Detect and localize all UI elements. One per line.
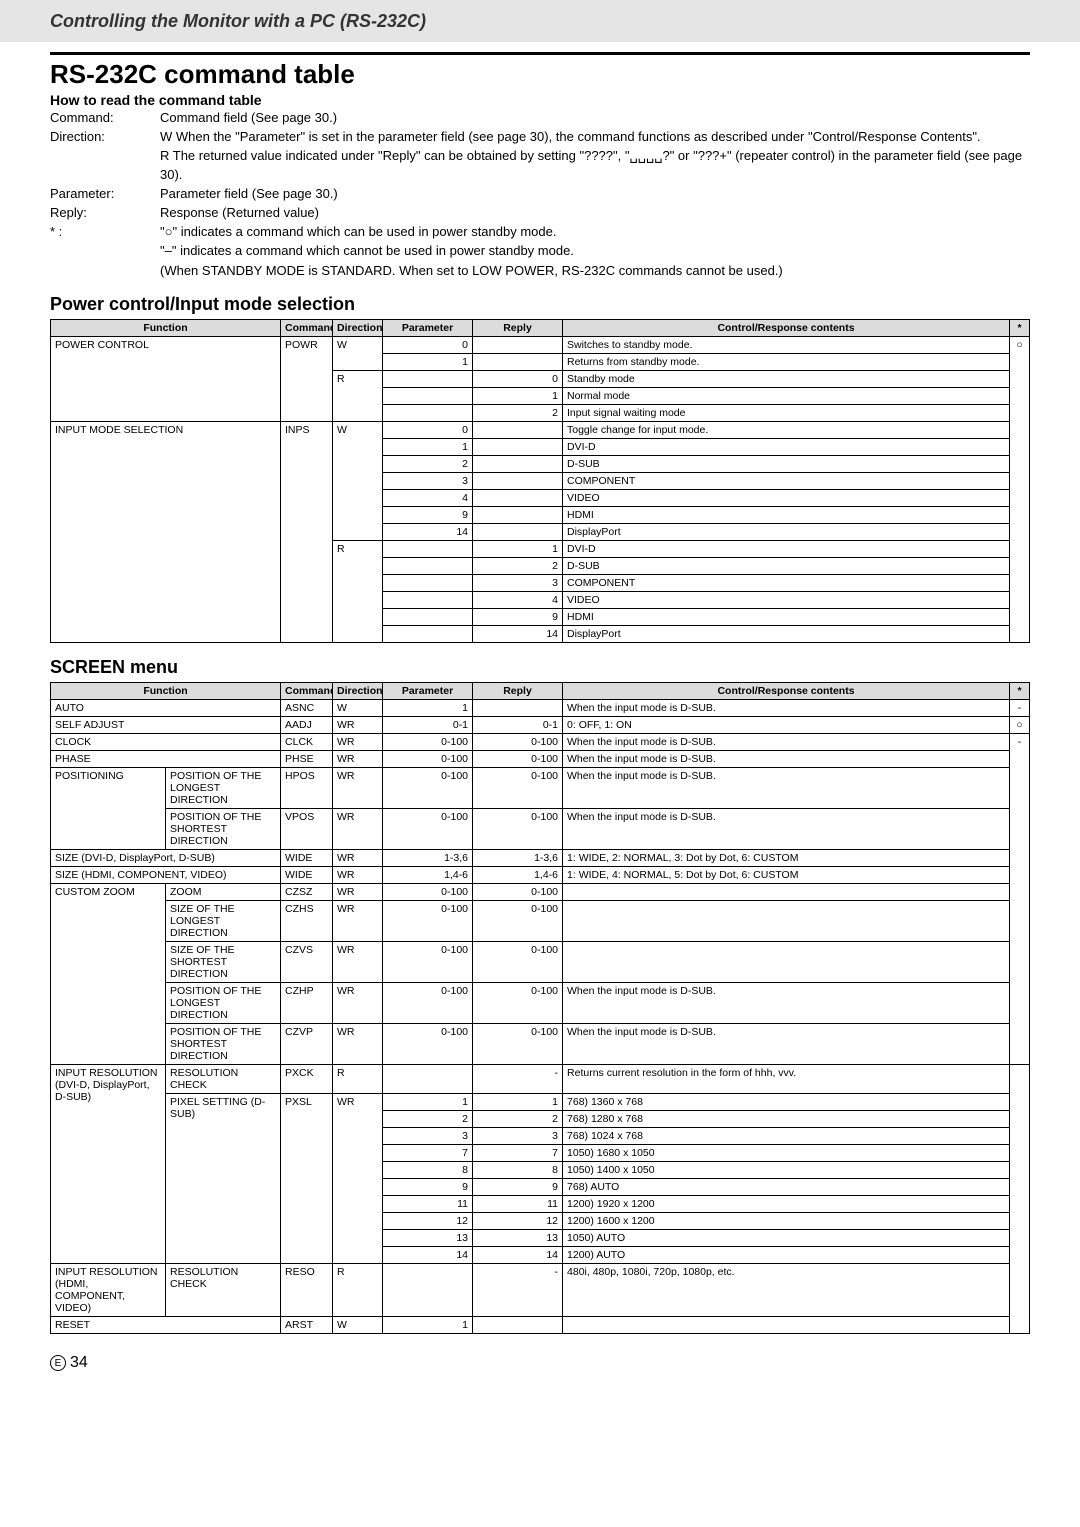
page-number: 34	[70, 1354, 88, 1372]
def-val: Command field (See page 30.)	[160, 109, 1030, 127]
table-row: SELF ADJUSTAADJWR0-10-10: OFF, 1: ON○	[51, 716, 1030, 733]
table-row: INPUT RESOLUTION (DVI-D, DisplayPort, D-…	[51, 1064, 1030, 1093]
table-row: POSITION OF THE SHORTEST DIRECTIONVPOSWR…	[51, 808, 1030, 849]
def-label: * :	[50, 223, 160, 241]
lang-e-icon: E	[50, 1355, 66, 1371]
th-contents: Control/Response contents	[563, 319, 1010, 336]
header-bar: Controlling the Monitor with a PC (RS-23…	[0, 0, 1080, 42]
def-label	[50, 262, 160, 280]
header-title: Controlling the Monitor with a PC (RS-23…	[50, 11, 426, 32]
table-header-row: Function Command Direction Parameter Rep…	[51, 319, 1030, 336]
cell-content: Switches to standby mode.	[563, 336, 1010, 353]
table-row: SIZE (HDMI, COMPONENT, VIDEO)WIDEWR1,4-6…	[51, 866, 1030, 883]
cell-func: POWER CONTROL	[51, 336, 281, 421]
def-label: Direction:	[50, 128, 160, 146]
table-row: PIXEL SETTING (D-SUB)PXSLWR11768) 1360 x…	[51, 1093, 1030, 1110]
th-parameter: Parameter	[383, 319, 473, 336]
def-val: (When STANDBY MODE is STANDARD. When set…	[160, 262, 1030, 280]
table-row: SIZE (DVI-D, DisplayPort, D-SUB)WIDEWR1-…	[51, 849, 1030, 866]
def-val: R The returned value indicated under "Re…	[160, 147, 1030, 183]
table-row: POSITIONINGPOSITION OF THE LONGEST DIREC…	[51, 767, 1030, 808]
table-row: POSITION OF THE LONGEST DIRECTIONCZHPWR0…	[51, 982, 1030, 1023]
def-label: Command:	[50, 109, 160, 127]
table-row: PHASEPHSEWR0-1000-100When the input mode…	[51, 750, 1030, 767]
table-row: CLOCKCLCKWR0-1000-100When the input mode…	[51, 733, 1030, 750]
page-container: Controlling the Monitor with a PC (RS-23…	[0, 0, 1080, 1392]
table-header-row: Function Command Direction Parameter Rep…	[51, 682, 1030, 699]
divider	[50, 52, 1030, 55]
def-val: "○" indicates a command which can be use…	[160, 223, 1030, 241]
th-star: *	[1010, 319, 1030, 336]
def-label	[50, 242, 160, 260]
def-val: W When the "Parameter" is set in the par…	[160, 128, 1030, 146]
table-row: SIZE OF THE SHORTEST DIRECTIONCZVSWR0-10…	[51, 941, 1030, 982]
table-row: POWER CONTROL POWR W 0 Switches to stand…	[51, 336, 1030, 353]
def-val: Response (Returned value)	[160, 204, 1030, 222]
howto-heading: How to read the command table	[50, 92, 1030, 108]
screen-title: SCREEN menu	[50, 657, 1030, 678]
th-direction: Direction	[333, 319, 383, 336]
howto-block: Command:Command field (See page 30.) Dir…	[50, 109, 1030, 280]
main-title: RS-232C command table	[50, 59, 1030, 90]
th-function: Function	[51, 319, 281, 336]
table-row: SIZE OF THE LONGEST DIRECTIONCZHSWR0-100…	[51, 900, 1030, 941]
table-row: CUSTOM ZOOMZOOMCZSZWR0-1000-100	[51, 883, 1030, 900]
th-command: Command	[281, 319, 333, 336]
cell-reply	[473, 336, 563, 353]
cell-cmd: POWR	[281, 336, 333, 421]
def-label: Parameter:	[50, 185, 160, 203]
table-row: POSITION OF THE SHORTEST DIRECTIONCZVPWR…	[51, 1023, 1030, 1064]
screen-table: Function Command Direction Parameter Rep…	[50, 682, 1030, 1334]
def-val: "–" indicates a command which cannot be …	[160, 242, 1030, 260]
cell-dir: W	[333, 336, 383, 370]
power-table: Function Command Direction Parameter Rep…	[50, 319, 1030, 643]
cell-star: ○	[1010, 336, 1030, 642]
table-row: INPUT MODE SELECTION INPS W 0Toggle chan…	[51, 421, 1030, 438]
def-val: Parameter field (See page 30.)	[160, 185, 1030, 203]
footer: E 34	[50, 1354, 1030, 1372]
def-label	[50, 147, 160, 183]
table-row: AUTOASNCW1When the input mode is D-SUB.-	[51, 699, 1030, 716]
def-label: Reply:	[50, 204, 160, 222]
th-reply: Reply	[473, 319, 563, 336]
cell-param: 0	[383, 336, 473, 353]
power-title: Power control/Input mode selection	[50, 294, 1030, 315]
table-row: RESETARSTW1	[51, 1316, 1030, 1333]
table-row: INPUT RESOLUTION (HDMI, COMPONENT, VIDEO…	[51, 1263, 1030, 1316]
